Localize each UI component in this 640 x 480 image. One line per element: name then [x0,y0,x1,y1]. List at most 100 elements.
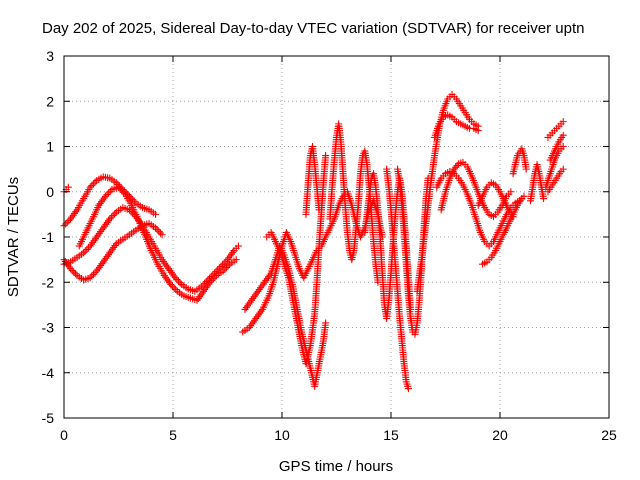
data-point [152,224,160,232]
data-point [67,265,75,273]
y-tick-label: 3 [46,48,54,64]
data-point [173,275,181,283]
data-point [540,195,548,203]
data-point [518,195,526,203]
x-tick-label: 15 [383,427,399,443]
data-point [107,213,115,221]
data-point [91,269,99,277]
data-point [199,281,207,289]
y-axis-title: SDTVAR / TECUs [5,177,22,297]
data-point [171,274,179,282]
data-point [202,278,210,286]
data-point [115,183,122,191]
series-arc-q [433,167,528,250]
data-point [85,244,93,252]
axis-ticks: 0 5 10 15 20 25 -5 -4 -3 -2 -1 0 1 2 3 [42,48,617,443]
data-point [86,183,94,191]
series-arc-s [474,179,517,221]
data-point [322,152,330,160]
data-point [71,270,79,278]
data-point [103,191,111,199]
series-arc-t [509,145,530,178]
series-arc-y [542,143,567,191]
data-point [89,180,97,188]
data-point [559,118,567,126]
data-point [221,265,229,273]
data-point [168,282,176,290]
data-point [158,231,166,239]
data-point [153,226,161,234]
data-point [507,188,515,196]
data-point [101,192,109,200]
data-point [105,189,113,197]
data-point [91,178,99,186]
series-arc-o [431,111,482,141]
data-point [219,267,227,275]
series-arc-w [544,118,567,141]
data-point [118,187,126,195]
data-point [130,211,138,219]
data-points [60,90,567,393]
y-tick-label: -4 [42,365,55,381]
y-tick-label: -2 [42,274,55,290]
data-point [81,247,89,255]
data-point [474,127,482,135]
data-point [206,274,214,282]
data-point [88,182,96,190]
data-point [210,269,218,277]
data-point [522,165,530,173]
series-arc-c [75,183,240,304]
y-tick-label: 2 [46,93,54,109]
series-arc-l [383,165,412,393]
y-tick-label: 1 [46,139,54,155]
data-point [62,220,70,228]
data-point [116,185,124,193]
data-point [70,268,78,276]
x-tick-label: 25 [601,427,617,443]
data-point [197,283,205,291]
data-point [204,276,212,284]
series-arc-u [527,161,548,205]
y-tick-label: -3 [42,320,55,336]
data-point [174,277,182,285]
data-point [170,284,178,292]
data-point [559,143,567,150]
data-point [68,266,76,274]
data-point [207,273,215,281]
x-tick-label: 0 [60,427,68,443]
data-point [129,209,137,217]
series-arc-i [302,143,323,218]
data-point [125,206,133,214]
data-point [214,266,222,274]
data-point [232,256,240,264]
data-point [404,385,412,393]
data-point [212,268,220,276]
data-point [89,270,97,278]
data-point [127,208,135,216]
y-tick-label: -1 [42,229,55,245]
series-arc-a [60,183,72,196]
data-point [172,286,180,294]
data-point [559,165,567,173]
data-point [130,197,138,205]
series-arc-e [60,204,242,295]
data-point [156,229,164,237]
data-point [215,264,223,272]
data-point [111,210,119,218]
series-arc-p [437,158,515,221]
data-point [222,257,230,265]
x-tick-label: 20 [492,427,508,443]
data-point [64,183,72,191]
data-point [220,259,228,267]
data-point [509,213,517,221]
data-point [152,210,160,218]
data-point [315,206,323,214]
data-point [167,281,175,289]
data-point [217,262,225,270]
series-arc-v [544,165,567,196]
x-tick-label: 5 [169,427,177,443]
data-point [559,131,567,139]
data-point [219,261,227,269]
data-point [80,249,88,257]
x-axis-title: GPS time / hours [279,458,393,475]
